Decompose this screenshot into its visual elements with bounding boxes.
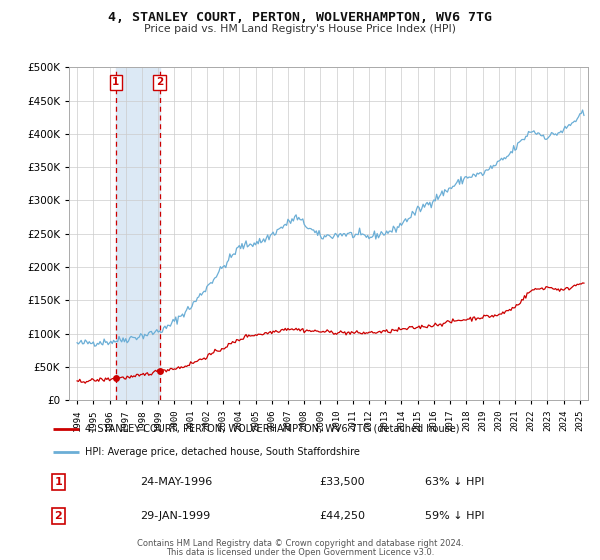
Text: HPI: Average price, detached house, South Staffordshire: HPI: Average price, detached house, Sout… — [85, 446, 359, 456]
Text: 59% ↓ HPI: 59% ↓ HPI — [425, 511, 485, 521]
Text: 1: 1 — [55, 477, 62, 487]
Bar — [580, 67, 588, 400]
Text: Contains HM Land Registry data © Crown copyright and database right 2024.: Contains HM Land Registry data © Crown c… — [137, 539, 463, 548]
Text: Price paid vs. HM Land Registry's House Price Index (HPI): Price paid vs. HM Land Registry's House … — [144, 24, 456, 34]
Text: 4, STANLEY COURT, PERTON, WOLVERHAMPTON, WV6 7TG (detached house): 4, STANLEY COURT, PERTON, WOLVERHAMPTON,… — [85, 424, 459, 433]
Bar — [69, 67, 77, 400]
Text: 2: 2 — [55, 511, 62, 521]
Text: This data is licensed under the Open Government Licence v3.0.: This data is licensed under the Open Gov… — [166, 548, 434, 557]
Text: 1: 1 — [112, 77, 119, 87]
Text: £44,250: £44,250 — [320, 511, 365, 521]
Text: 29-JAN-1999: 29-JAN-1999 — [140, 511, 210, 521]
Text: £33,500: £33,500 — [320, 477, 365, 487]
Text: 24-MAY-1996: 24-MAY-1996 — [140, 477, 212, 487]
Text: 63% ↓ HPI: 63% ↓ HPI — [425, 477, 485, 487]
Text: 4, STANLEY COURT, PERTON, WOLVERHAMPTON, WV6 7TG: 4, STANLEY COURT, PERTON, WOLVERHAMPTON,… — [108, 11, 492, 24]
Text: 2: 2 — [156, 77, 163, 87]
Bar — [116, 67, 160, 400]
